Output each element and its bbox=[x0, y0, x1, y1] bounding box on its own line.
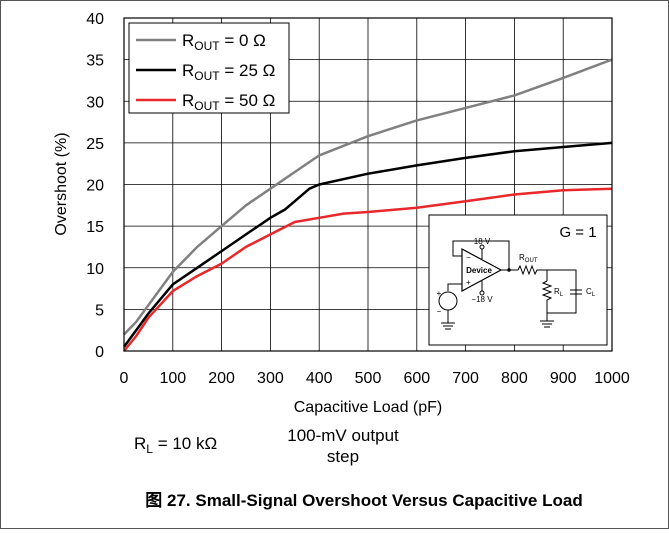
opamp-minus: − bbox=[466, 253, 471, 262]
y-tick-label: 40 bbox=[86, 11, 104, 28]
figure-caption: 图 27. Small-Signal Overshoot Versus Capa… bbox=[145, 491, 582, 510]
opamp-plus: + bbox=[466, 278, 471, 287]
y-axis-label: Overshoot (%) bbox=[53, 132, 70, 235]
x-tick-label: 400 bbox=[306, 370, 333, 387]
x-tick-label: 0 bbox=[120, 370, 129, 387]
x-tick-label: 700 bbox=[452, 370, 479, 387]
output-node bbox=[507, 268, 511, 272]
x-tick-label: 600 bbox=[403, 370, 430, 387]
source-plus: + bbox=[437, 289, 442, 298]
x-tick-label: 800 bbox=[501, 370, 528, 387]
y-tick-label: 30 bbox=[86, 94, 104, 111]
y-tick-label: 0 bbox=[95, 344, 104, 361]
supply-neg-node bbox=[479, 290, 485, 296]
cl-label: CL bbox=[586, 287, 596, 298]
y-tick-label: 20 bbox=[86, 178, 104, 195]
x-tick-label: 1000 bbox=[594, 370, 630, 387]
output-step-note-line1: 100-mV output bbox=[287, 426, 399, 445]
device-label: Device bbox=[466, 266, 492, 275]
series-group bbox=[122, 58, 613, 352]
legend: ROUT = 0 Ω ROUT = 25 Ω ROUT = 50 Ω bbox=[128, 22, 290, 114]
rl-note: RL = 10 kΩ bbox=[134, 434, 217, 456]
series-line-rout-50 bbox=[123, 187, 613, 352]
series-line-rout-0 bbox=[123, 58, 613, 336]
legend-label-rout-0: ROUT = 0 Ω bbox=[182, 31, 266, 53]
rout-label: ROUT bbox=[519, 253, 538, 264]
legend-box bbox=[128, 22, 290, 114]
y-tick-label: 10 bbox=[86, 261, 104, 278]
output-step-note-line2: step bbox=[327, 447, 359, 466]
test-circuit-inset: G = 1 Device − + 18 V −18 V + − ROUT RL bbox=[428, 214, 608, 346]
y-tick-label: 25 bbox=[86, 136, 104, 153]
x-tick-label: 900 bbox=[550, 370, 577, 387]
x-tick-label: 300 bbox=[257, 370, 284, 387]
opamp-symbol bbox=[461, 247, 503, 293]
rl-label: RL bbox=[554, 287, 564, 298]
rout-resistor-icon bbox=[517, 264, 547, 276]
plot-border bbox=[123, 17, 613, 352]
y-tick-label: 5 bbox=[95, 302, 104, 319]
inset-box bbox=[428, 214, 608, 346]
legend-label-rout-25: ROUT = 25 Ω bbox=[182, 61, 275, 83]
series-line-rout-25 bbox=[122, 141, 613, 348]
supply-pos-node bbox=[479, 244, 485, 250]
gain-label: G = 1 bbox=[559, 224, 596, 241]
rl-resistor-icon bbox=[541, 280, 553, 313]
y-tick-labels: 0 5 10 15 20 25 30 35 40 bbox=[86, 11, 104, 361]
load-ground-icon bbox=[540, 320, 554, 328]
cl-wire bbox=[547, 270, 577, 314]
feedback-wire bbox=[452, 240, 510, 270]
source-minus: − bbox=[437, 307, 442, 316]
signal-source-icon bbox=[438, 291, 458, 311]
legend-label-rout-50: ROUT = 50 Ω bbox=[182, 91, 275, 113]
x-tick-label: 200 bbox=[208, 370, 235, 387]
x-tick-label: 500 bbox=[355, 370, 382, 387]
y-tick-label: 35 bbox=[86, 53, 104, 70]
x-tick-label: 100 bbox=[159, 370, 186, 387]
x-axis-label: Capacitive Load (pF) bbox=[294, 399, 443, 416]
x-tick-labels: 0 100 200 300 400 500 600 700 800 900 1000 bbox=[120, 370, 630, 387]
y-tick-label: 15 bbox=[86, 219, 104, 236]
ground-icon bbox=[441, 322, 455, 330]
supply-neg-label: −18 V bbox=[471, 295, 493, 304]
input-wire bbox=[447, 283, 462, 291]
